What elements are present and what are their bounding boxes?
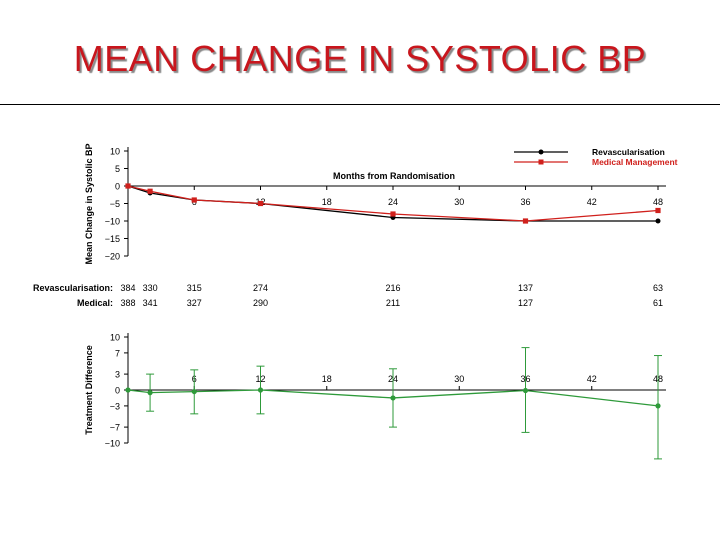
at-risk-row-label: Medical: [77, 298, 113, 308]
at-risk-count: 61 [653, 298, 663, 308]
medical-management-point [522, 218, 529, 224]
bottom-y-axis-label: Treatment Difference [84, 345, 94, 435]
bottom-y-tick-label: −7 [110, 423, 120, 433]
at-risk-count: 274 [253, 283, 268, 293]
medical-management-point [655, 207, 661, 214]
treatment-difference-point [522, 387, 529, 394]
medical-management-point [191, 197, 197, 203]
treatment-difference-point [390, 395, 396, 401]
bottom-y-tick-label: 3 [115, 370, 120, 380]
medical-management-point [147, 188, 153, 194]
bottom-y-tick-label: 10 [110, 333, 120, 343]
bottom-y-tick-label: 7 [115, 348, 120, 358]
top-x-tick-label: 30 [454, 197, 464, 207]
top-x-tick-label: 18 [322, 197, 332, 207]
top-x-tick-label: 24 [388, 197, 398, 207]
top-x-tick-label: 36 [520, 197, 530, 207]
at-risk-row-label: Revascularisation: [33, 283, 113, 293]
title-divider [0, 104, 720, 105]
at-risk-count: 327 [187, 298, 202, 308]
top-y-axis-label: Mean Change in Systolic BP [84, 143, 94, 264]
at-risk-count: 290 [253, 298, 268, 308]
medical-management-point [125, 183, 131, 189]
top-x-tick-label: 42 [587, 197, 597, 207]
treatment-difference-point [191, 388, 197, 395]
treatment-difference-point [125, 387, 131, 393]
bottom-y-tick-label: −10 [105, 439, 120, 449]
medical-management-point [390, 211, 396, 217]
at-risk-count: 211 [386, 298, 400, 308]
treatment-difference-point [147, 390, 153, 396]
top-x-axis-label: Months from Randomisation [333, 171, 455, 181]
at-risk-count: 388 [120, 298, 135, 308]
bottom-x-tick-label: 30 [454, 374, 464, 384]
at-risk-count: 137 [518, 283, 533, 293]
legend-marker [538, 149, 544, 155]
at-risk-count: 63 [653, 283, 663, 293]
top-y-tick-label: −15 [105, 234, 120, 244]
bottom-y-tick-label: 0 [115, 386, 120, 396]
bottom-y-tick-label: −3 [110, 401, 120, 411]
top-y-tick-label: 0 [115, 182, 120, 192]
at-risk-count: 216 [385, 283, 400, 293]
treatment-difference-point [257, 387, 264, 393]
top-y-tick-label: 10 [110, 147, 120, 157]
legend-marker [538, 159, 544, 165]
bottom-x-tick-label: 42 [587, 374, 597, 384]
at-risk-count: 341 [143, 298, 158, 308]
at-risk-count: 384 [120, 283, 135, 293]
revascularisation-point [655, 218, 661, 224]
treatment-difference-point [655, 403, 661, 409]
legend-label: Medical Management [592, 157, 678, 167]
slide-title: MEAN CHANGE IN SYSTOLIC BP [73, 38, 647, 79]
at-risk-count: 315 [187, 283, 202, 293]
bottom-x-tick-label: 18 [322, 374, 332, 384]
top-y-tick-label: −20 [105, 252, 120, 262]
at-risk-count: 127 [518, 298, 533, 308]
at-risk-count: 330 [143, 283, 158, 293]
medical-management-point [257, 200, 264, 207]
top-y-tick-label: −10 [105, 217, 120, 227]
top-x-tick-label: 48 [653, 197, 663, 207]
legend-label: Revascularisation [592, 147, 665, 157]
top-y-tick-label: −5 [110, 199, 120, 209]
top-y-tick-label: 5 [115, 164, 120, 174]
